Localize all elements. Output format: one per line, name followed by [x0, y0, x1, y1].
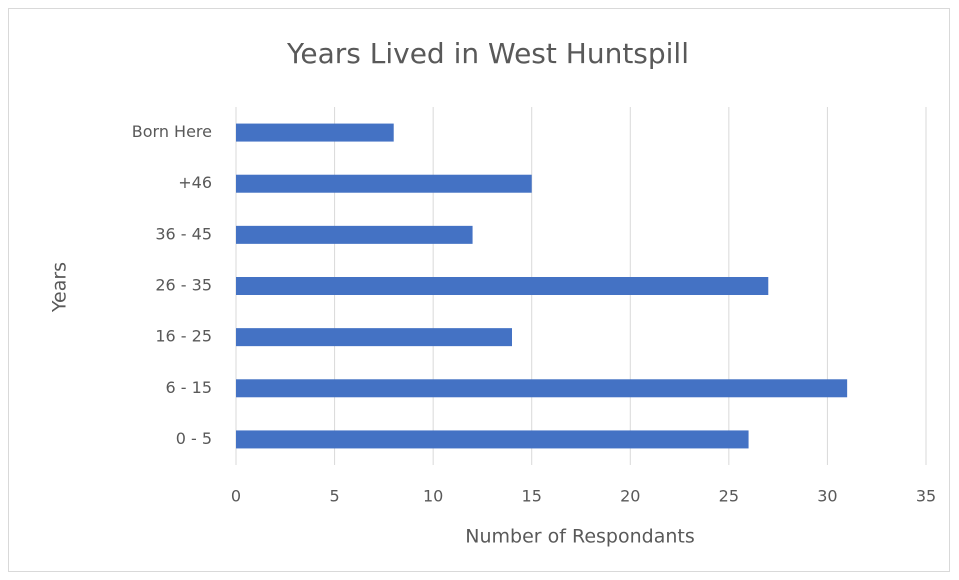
x-axis-label: Number of Respondants [465, 526, 694, 548]
y-axis-label: Years [49, 262, 71, 313]
x-tick-label: 25 [719, 487, 739, 506]
y-tick-label: Born Here [132, 122, 212, 141]
x-tick-label: 20 [620, 487, 640, 506]
y-tick-label: +46 [178, 173, 212, 192]
bar [236, 430, 749, 449]
y-tick-label: 6 - 15 [166, 378, 212, 397]
bar [236, 123, 394, 142]
x-tick-label: 5 [329, 487, 339, 506]
x-tick-label: 15 [522, 487, 542, 506]
bar [236, 328, 512, 347]
y-tick-label: 36 - 45 [155, 224, 212, 243]
bar [236, 277, 769, 295]
x-tick-label: 10 [423, 487, 443, 506]
x-tick-label: 0 [231, 487, 241, 506]
x-tick-label: 30 [817, 487, 837, 506]
bar [236, 379, 848, 398]
bar [236, 174, 532, 193]
bar [236, 225, 473, 244]
x-tick-label: 35 [916, 487, 936, 506]
y-tick-label: 26 - 35 [155, 276, 212, 295]
y-tick-label: 0 - 5 [176, 429, 212, 448]
y-tick-label: 16 - 25 [155, 327, 212, 346]
chart-title: Years Lived in West Huntspill [286, 37, 689, 70]
